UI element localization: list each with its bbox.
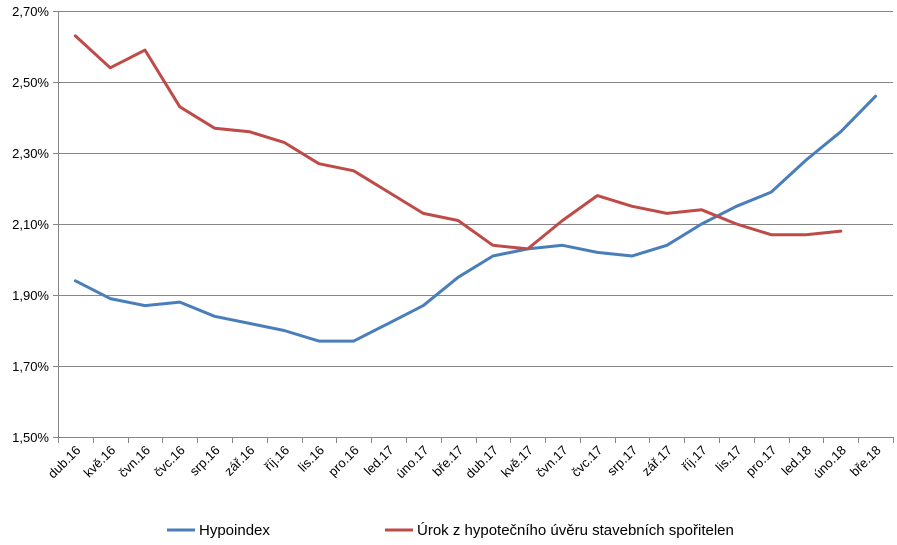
- x-tick-label: lis.17: [712, 443, 744, 475]
- x-tick-label: pro.16: [325, 443, 362, 480]
- x-tick-label: říj.16: [261, 443, 292, 474]
- legend: Hypoindex Úrok z hypotečního úvěru stave…: [167, 522, 734, 539]
- y-tick-label: 2,30%: [12, 146, 49, 161]
- x-tick-label: bře.17: [430, 443, 467, 480]
- legend-label-hypoindex: Hypoindex: [199, 522, 270, 539]
- x-tick-label: srp.16: [187, 443, 223, 479]
- y-tick-label: 2,10%: [12, 217, 49, 232]
- x-tick-label: lis.16: [295, 443, 327, 475]
- gridlines: [58, 11, 893, 367]
- x-tick-label: bře.18: [847, 443, 884, 480]
- x-tick-label: čvn.17: [533, 443, 571, 481]
- x-tick-label: úno.17: [393, 443, 432, 482]
- series-line-0: [73, 94, 878, 343]
- x-tick-label: led.18: [778, 443, 814, 479]
- x-tick-label: kvě.16: [81, 443, 119, 481]
- axes: [53, 11, 894, 443]
- x-tick-label: led.17: [361, 443, 397, 479]
- x-tick-label: kvě.17: [498, 443, 536, 481]
- y-axis-tick-labels: 1,50% 1,70% 1,90% 2,10% 2,30% 2,50% 2,70%: [12, 4, 49, 445]
- y-tick-label: 2,70%: [12, 4, 49, 19]
- y-tick-label: 1,50%: [12, 430, 49, 445]
- series-lines: [73, 34, 878, 343]
- x-tick-label: dub.17: [462, 443, 501, 482]
- series-line-1: [73, 34, 843, 251]
- x-tick-label: říj.17: [679, 443, 710, 474]
- x-tick-label: čvc.16: [151, 443, 188, 480]
- x-tick-label: čvn.16: [115, 443, 153, 481]
- x-tick-label: dub.16: [45, 443, 84, 482]
- x-tick-label: zář.16: [221, 443, 257, 479]
- x-tick-label: úno.18: [810, 443, 849, 482]
- y-tick-label: 1,70%: [12, 359, 49, 374]
- y-tick-label: 2,50%: [12, 75, 49, 90]
- x-tick-label: pro.17: [743, 443, 780, 480]
- y-tick-label: 1,90%: [12, 288, 49, 303]
- legend-label-urok: Úrok z hypotečního úvěru stavebních spoř…: [417, 522, 734, 539]
- x-tick-label: srp.17: [604, 443, 640, 479]
- x-tick-label: čvc.17: [568, 443, 605, 480]
- x-tick-label: zář.17: [639, 443, 675, 479]
